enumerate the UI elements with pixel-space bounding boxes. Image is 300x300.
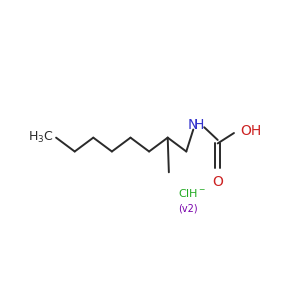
Text: N: N xyxy=(188,118,199,132)
Text: ClH$^-$: ClH$^-$ xyxy=(178,187,207,199)
Text: (v2): (v2) xyxy=(178,203,198,213)
Text: H: H xyxy=(194,118,204,132)
Text: O: O xyxy=(212,175,223,189)
Text: OH: OH xyxy=(240,124,261,138)
Text: H$_3$C: H$_3$C xyxy=(28,130,54,145)
